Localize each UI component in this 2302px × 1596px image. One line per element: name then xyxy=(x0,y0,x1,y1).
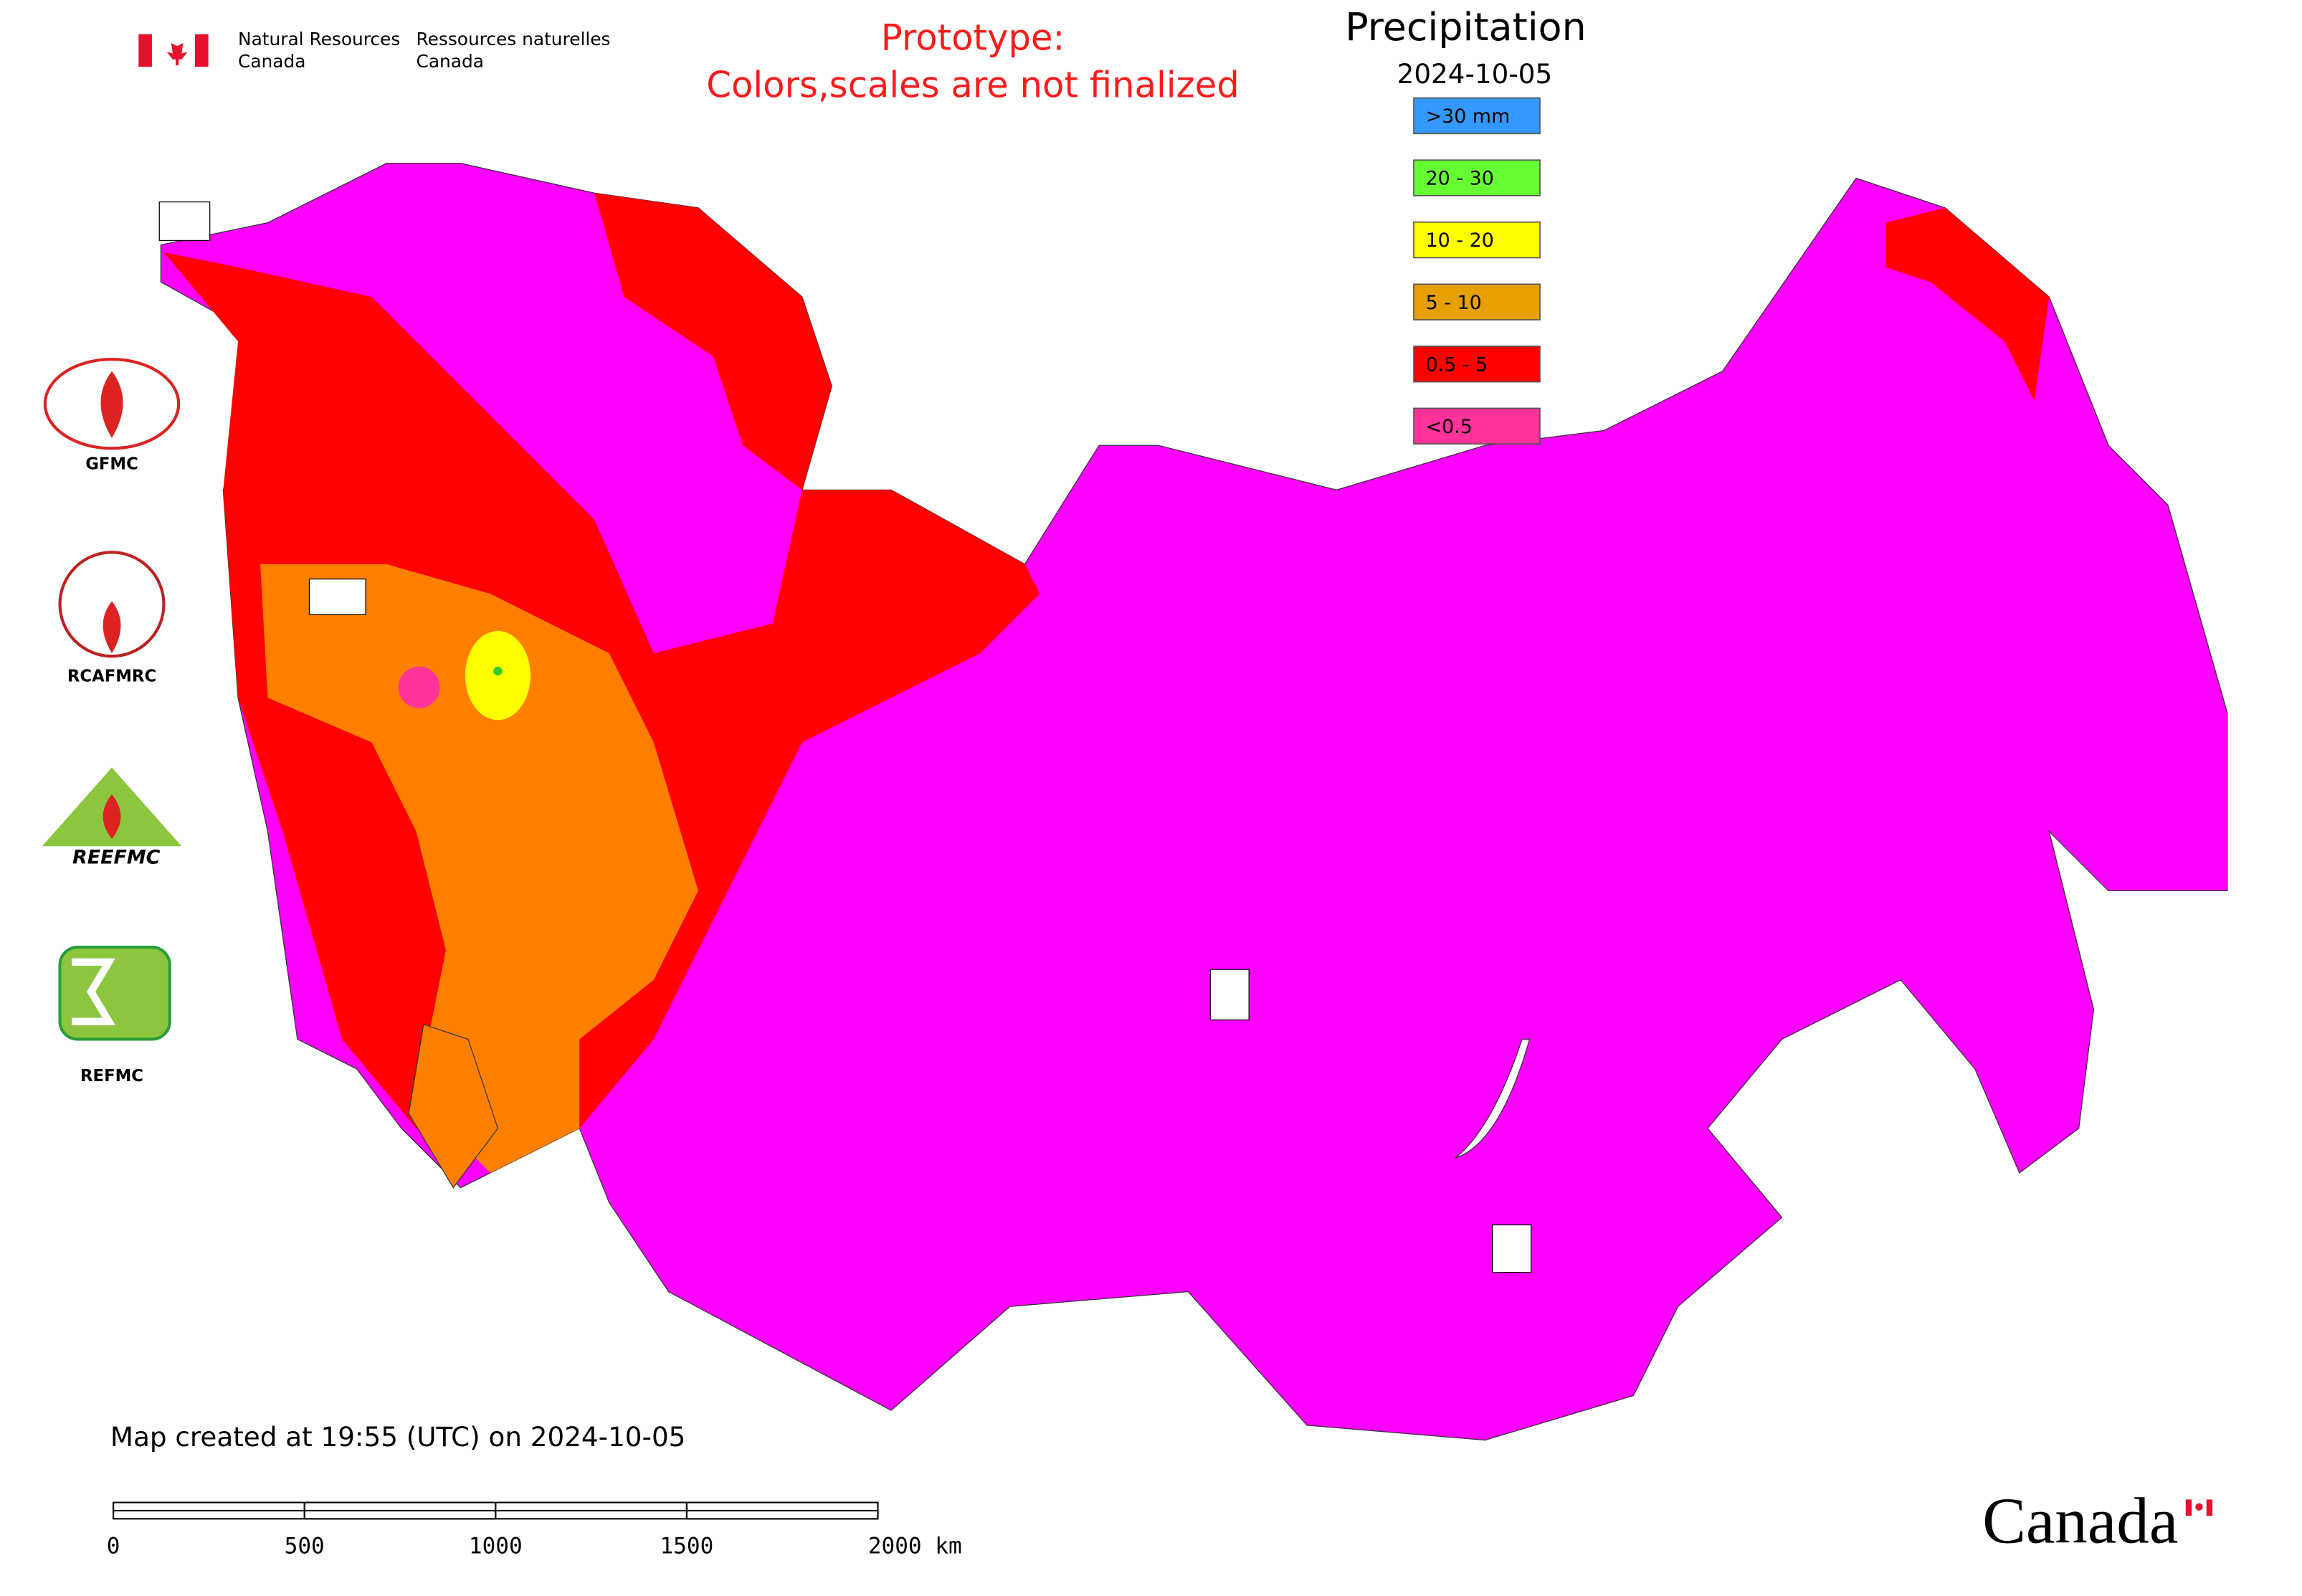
logo-flame xyxy=(103,601,121,654)
legend-label: 5 - 10 xyxy=(1426,292,1482,314)
logo-label: RCAFMRC xyxy=(67,668,156,686)
scale-bar-segment xyxy=(113,1501,305,1511)
region-orange xyxy=(260,564,698,1173)
flag-bar xyxy=(138,34,152,67)
legend-label: 10 - 20 xyxy=(1426,229,1494,252)
scale-bar: 0 500 1000 1500 2000 km xyxy=(107,1501,962,1559)
header-fr: Ressources naturelles xyxy=(417,29,611,49)
legend-swatch xyxy=(1413,283,1541,320)
legend: >30 mm 20 - 30 10 - 20 5 - 10 0.5 - 5 <0.5 xyxy=(1413,97,1541,445)
logo-label: REEFMC xyxy=(72,846,161,868)
legend-swatch xyxy=(1413,221,1541,259)
logo-refmc xyxy=(58,946,171,1041)
logo-label: GFMC xyxy=(85,455,138,474)
center-marker xyxy=(1209,969,1250,1021)
center-marker xyxy=(308,578,366,615)
legend-label: <0.5 xyxy=(1426,416,1473,438)
scale-tick-label: 2000 km xyxy=(868,1534,962,1559)
legend-swatch xyxy=(1413,159,1541,196)
scale-tick-label: 500 xyxy=(285,1534,325,1559)
map-title: Precipitation xyxy=(1345,4,1586,49)
scale-bar-segment xyxy=(303,1509,497,1520)
logo-label: REFMC xyxy=(80,1067,143,1086)
center-marker xyxy=(1492,1224,1532,1273)
legend-swatch xyxy=(1413,407,1541,445)
header-en: Natural Resources xyxy=(238,29,400,49)
legend-label: 0.5 - 5 xyxy=(1426,353,1488,376)
scale-bar-segment xyxy=(685,1509,879,1520)
scale-tick-label: 0 xyxy=(107,1534,120,1559)
header-fr: Canada xyxy=(417,51,484,72)
legend-label: >30 mm xyxy=(1426,105,1511,128)
notice: Colors,scales are not finalized xyxy=(706,65,1239,106)
logo-gfmc xyxy=(43,358,181,450)
notice: Prototype: xyxy=(881,16,1065,58)
logo-flame xyxy=(103,794,121,839)
flag-bar xyxy=(194,34,209,67)
header-en: Canada xyxy=(238,51,305,72)
logo-sigma xyxy=(72,958,116,1025)
region-pink xyxy=(398,666,440,708)
map-area xyxy=(158,163,2228,1441)
scale-tick-label: 1500 xyxy=(660,1534,713,1559)
caspian-region xyxy=(408,1023,499,1189)
legend-swatch xyxy=(1413,346,1541,383)
wordmark-flag xyxy=(2195,1503,2203,1511)
maple-leaf xyxy=(166,37,188,66)
scale-tick-label: 1000 xyxy=(469,1534,523,1559)
center-marker xyxy=(158,201,211,242)
region-green xyxy=(493,666,503,676)
region-red xyxy=(594,193,832,490)
map-date: 2024-10-05 xyxy=(1397,58,1553,90)
wordmark: Canada xyxy=(1982,1485,2178,1557)
region-red xyxy=(1885,207,2050,402)
legend-swatch xyxy=(1413,97,1541,135)
lake-baikal xyxy=(1455,1038,1531,1159)
nrcan-header: Natural Resources Canada Ressources natu… xyxy=(138,29,611,72)
map-footer: Map created at 19:55 (UTC) on 2024-10-05 xyxy=(110,1421,685,1453)
scale-bar-segment xyxy=(495,1501,688,1511)
logos: GFMC RCAFMRC REEFMC REFMC xyxy=(42,358,182,1086)
logo-flame xyxy=(100,371,123,438)
region-yellow xyxy=(465,631,531,721)
legend-label: 20 - 30 xyxy=(1426,168,1494,190)
canada-wordmark: Canada xyxy=(1982,1485,2213,1557)
